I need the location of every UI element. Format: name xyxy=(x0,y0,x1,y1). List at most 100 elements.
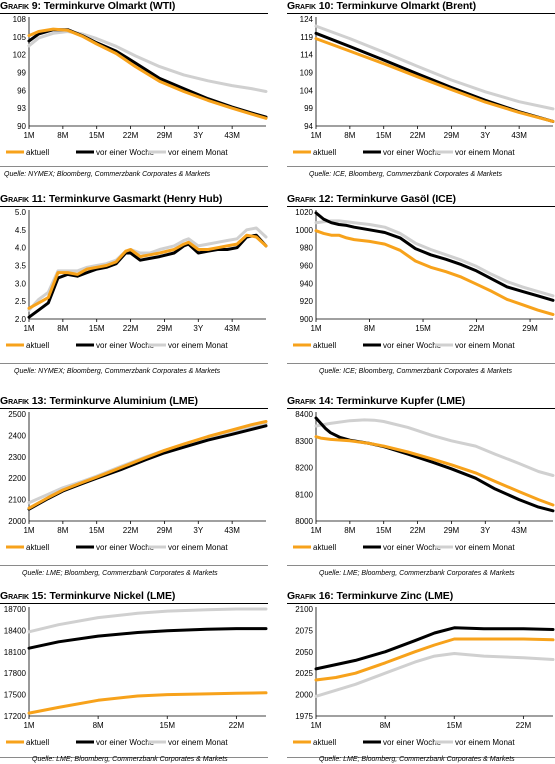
y-tick-label: 2050 xyxy=(295,648,313,657)
y-tick-label: 8000 xyxy=(295,517,313,526)
y-tick-label: 8200 xyxy=(295,464,313,473)
source-note: Quelle: ICE; Bloomberg, Commerzbank Corp… xyxy=(319,368,512,375)
series-line xyxy=(27,30,268,93)
legend-label: vor einer Woche xyxy=(383,148,442,157)
legend-label: vor einem Monat xyxy=(455,738,515,747)
chart-label: Grafik 16: xyxy=(287,590,334,602)
x-tick-label: 22M xyxy=(410,526,426,535)
chart-label: Grafik 14: xyxy=(287,395,334,407)
y-tick-label: 8400 xyxy=(295,410,313,419)
x-tick-label: 43M xyxy=(224,131,240,140)
series-line xyxy=(314,219,555,298)
source-note: Quelle: NYMEX; Bloomberg, Commerzbank Co… xyxy=(4,171,211,178)
y-tick-label: 2.5 xyxy=(15,297,27,306)
x-tick-label: 8M xyxy=(57,324,68,333)
source-rule xyxy=(0,363,268,364)
legend-label: vor einem Monat xyxy=(168,738,228,747)
legend-label: aktuell xyxy=(26,148,49,157)
y-tick-label: 18400 xyxy=(4,626,27,635)
x-tick-label: 22M xyxy=(410,131,426,140)
source-rule xyxy=(0,166,268,167)
title-rule xyxy=(0,13,268,14)
chart-title: Terminkurve Olmarkt (Brent) xyxy=(336,0,476,12)
x-tick-label: 1M xyxy=(310,721,321,730)
y-tick-label: 2200 xyxy=(8,474,26,483)
x-tick-label: 8M xyxy=(344,526,355,535)
x-tick-label: 22M xyxy=(123,324,139,333)
y-tick-label: 99 xyxy=(304,104,313,113)
x-tick-label: 15M xyxy=(376,131,392,140)
legend-label: vor einer Woche xyxy=(383,543,442,552)
source-rule xyxy=(0,757,268,758)
title-rule xyxy=(287,206,555,207)
x-tick-label: 29M xyxy=(157,526,173,535)
x-tick-label: 1M xyxy=(23,721,34,730)
title-rule xyxy=(0,408,268,409)
y-tick-label: 99 xyxy=(17,69,26,78)
legend-label: aktuell xyxy=(313,738,336,747)
y-tick-label: 4.0 xyxy=(15,244,27,253)
y-tick-label: 2400 xyxy=(8,431,26,440)
x-tick-label: 15M xyxy=(376,526,392,535)
source-rule xyxy=(287,757,555,758)
x-tick-label: 15M xyxy=(415,324,431,333)
legend-label: vor einem Monat xyxy=(455,148,515,157)
x-tick-label: 3Y xyxy=(480,131,490,140)
x-tick-label: 8M xyxy=(364,324,375,333)
y-tick-label: 18700 xyxy=(4,605,27,614)
legend-label: vor einem Monat xyxy=(168,341,228,350)
series-line xyxy=(314,24,555,111)
y-tick-label: 109 xyxy=(300,69,314,78)
legend-label: aktuell xyxy=(26,543,49,552)
x-tick-label: 8M xyxy=(93,721,104,730)
y-tick-label: 124 xyxy=(300,15,314,24)
y-tick-label: 105 xyxy=(13,33,27,42)
y-tick-label: 2000 xyxy=(295,691,313,700)
x-tick-label: 29M xyxy=(444,131,460,140)
x-tick-label: 1M xyxy=(23,324,34,333)
chart-title: Terminkurve Aluminium (LME) xyxy=(49,395,198,407)
legend-label: aktuell xyxy=(313,543,336,552)
chart-label: Grafik 11: xyxy=(0,193,47,205)
x-tick-label: 8M xyxy=(57,131,68,140)
chart-label: Grafik 9: xyxy=(0,0,41,12)
chart-title: Terminkurve Zinc (LME) xyxy=(336,590,454,602)
y-tick-label: 2.0 xyxy=(15,315,27,324)
x-tick-label: 43M xyxy=(511,526,527,535)
x-tick-label: 3Y xyxy=(480,526,490,535)
x-tick-label: 3Y xyxy=(193,526,203,535)
series-line xyxy=(27,233,268,310)
legend-label: vor einer Woche xyxy=(96,738,155,747)
chart-title: Terminkurve Nickel (LME) xyxy=(49,590,176,602)
legend-label: vor einer Woche xyxy=(383,341,442,350)
y-tick-label: 5.0 xyxy=(15,208,27,217)
x-tick-label: 1M xyxy=(310,526,321,535)
y-tick-label: 18100 xyxy=(4,648,27,657)
x-tick-label: 43M xyxy=(224,526,240,535)
series-line xyxy=(27,233,268,319)
y-tick-label: 104 xyxy=(300,86,314,95)
series-line xyxy=(27,424,268,511)
source-note: Quelle: NYMEX; Bloomberg, Commerzbank Co… xyxy=(14,368,221,375)
source-note: Quelle: ICE, Bloomberg, Commerzbank Corp… xyxy=(309,171,502,178)
source-note: Quelle: LME; Bloomberg, Commerzbank Corp… xyxy=(22,570,218,577)
x-tick-label: 3Y xyxy=(193,131,203,140)
x-tick-label: 15M xyxy=(89,131,105,140)
legend-label: vor einem Monat xyxy=(455,543,515,552)
series-line xyxy=(27,627,268,650)
x-tick-label: 15M xyxy=(89,526,105,535)
y-tick-label: 17800 xyxy=(4,669,27,678)
legend-label: aktuell xyxy=(26,341,49,350)
y-tick-label: 8300 xyxy=(295,437,313,446)
source-rule xyxy=(287,565,555,566)
y-tick-label: 102 xyxy=(13,51,27,60)
y-tick-label: 8100 xyxy=(295,490,313,499)
series-line xyxy=(314,637,555,682)
source-rule xyxy=(287,363,555,364)
x-tick-label: 1M xyxy=(23,526,34,535)
legend-label: aktuell xyxy=(26,738,49,747)
